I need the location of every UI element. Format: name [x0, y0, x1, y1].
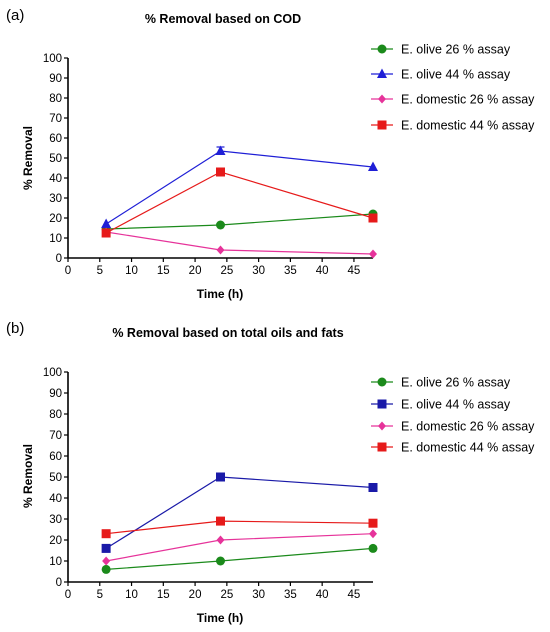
panel-b-xtick-label: 15: [157, 589, 170, 601]
panel-a-ytick-label: 100: [43, 53, 62, 65]
panel-a-ytick-label: 70: [49, 113, 62, 125]
panel-b-xtick-label: 45: [348, 589, 361, 601]
panel-b-series-point: [368, 483, 378, 492]
panel-b-legend-label: E. domestic 44 % assay: [401, 441, 535, 455]
panel-a-legend-marker: [378, 94, 386, 104]
panel-b-ytick-label: 50: [49, 472, 62, 484]
panel-a-ytick-label: 40: [49, 173, 62, 185]
panel-b-xtick-label: 10: [125, 589, 138, 601]
panel-a-series-point: [101, 218, 112, 228]
panel-b-ytick-label: 0: [56, 577, 62, 589]
panel-b-xlabel: Time (h): [197, 611, 243, 625]
panel-a-series-point: [368, 213, 378, 223]
panel-a-legend-marker: [377, 120, 387, 130]
panel-b-series-point: [216, 516, 225, 526]
panel-b-series-point: [368, 518, 378, 528]
panel-a-series-point: [216, 167, 225, 177]
panel-b-ytick-label: 100: [43, 367, 62, 379]
panel-a-legend-label: E. olive 26 % assay: [401, 43, 511, 57]
panel-b-series-point: [216, 472, 225, 482]
panel-a-xtick-label: 15: [157, 265, 170, 277]
panel-a-legend-label: E. domestic 44 % assay: [401, 119, 535, 133]
panel-b-legend-marker: [377, 377, 387, 387]
panel-b-legend-label: E. olive 44 % assay: [401, 398, 511, 412]
panel-a-xtick-label: 40: [316, 265, 329, 277]
panel-b-series-point: [101, 529, 111, 539]
panel-b-series-line: [106, 547, 374, 570]
panel-a-ytick-label: 60: [49, 133, 62, 145]
panel-b-ytick-label: 40: [49, 493, 62, 505]
panel-a-legend-marker: [377, 68, 387, 78]
panel-b-legend-marker: [377, 399, 387, 409]
panel-b-series-point: [216, 535, 225, 545]
panel-a-series-point: [216, 245, 225, 255]
panel-b-xtick-label: 25: [220, 589, 233, 601]
panel-b-ytick-label: 30: [49, 514, 62, 526]
panel-b-series-point: [369, 529, 377, 539]
panel-a-ylabel: % Removal: [21, 126, 35, 190]
panel-a-ytick-label: 30: [49, 193, 62, 205]
panel-b-ylabel: % Removal: [21, 444, 35, 508]
panel-b-legend-label: E. domestic 26 % assay: [401, 420, 535, 434]
panel-b-legend-label: E. olive 26 % assay: [401, 376, 511, 390]
panel-a-series-point: [101, 228, 111, 238]
panel-b-xtick-label: 20: [189, 589, 202, 601]
panel-a-plot: 0 10 20 30 40 50 60 70 80 90 100 0 5 10 15 20 25 30 35 40 45…: [43, 43, 535, 278]
panel-a-xtick-label: 35: [284, 265, 297, 277]
panel-a-letter: (a): [6, 7, 24, 24]
panel-a-legend-marker: [377, 44, 387, 54]
panel-a-title: % Removal based on COD: [145, 12, 301, 26]
panel-a-series-point: [369, 249, 377, 259]
panel-b-ytick-label: 80: [49, 409, 62, 421]
panel-b-series-line: [106, 533, 374, 562]
panel-b-xtick-label: 0: [65, 589, 71, 601]
panel-a-series-line: [106, 213, 374, 230]
panel-b-series-point: [368, 543, 378, 553]
panel-a-series-point: [215, 145, 226, 155]
panel-b-xtick-label: 5: [97, 589, 103, 601]
panel-a-xtick-label: 25: [220, 265, 233, 277]
panel-b-legend-marker: [378, 421, 386, 431]
panel-b-xtick-label: 30: [252, 589, 265, 601]
panel-b-letter: (b): [6, 320, 24, 337]
panel-a-xtick-label: 45: [348, 265, 361, 277]
panel-a-xtick-label: 20: [189, 265, 202, 277]
panel-a-ytick-label: 0: [56, 253, 62, 265]
panel-a-xlabel: Time (h): [197, 287, 243, 301]
panel-a-xtick-label: 30: [252, 265, 265, 277]
panel-a-ytick-label: 90: [49, 73, 62, 85]
panel-b-legend-marker: [377, 442, 387, 452]
panel-b-series-point: [216, 556, 225, 566]
panel-a-xtick-label: 10: [125, 265, 138, 277]
panel-a-ytick-label: 50: [49, 153, 62, 165]
panel-a-series-line: [106, 231, 374, 255]
panel-b-xtick-label: 40: [316, 589, 329, 601]
panel-b-series-point: [102, 556, 111, 566]
panel-b-series-line: [105, 476, 374, 549]
panel-a-series-line: [105, 150, 374, 225]
panel-a-series-point: [216, 220, 225, 230]
panel-a-ytick-label: 10: [49, 233, 62, 245]
panel-b-ytick-label: 70: [49, 430, 62, 442]
panel-b-title: % Removal based on total oils and fats: [112, 326, 343, 340]
panel-b-xtick-label: 35: [284, 589, 297, 601]
panel-a-legend-label: E. domestic 26 % assay: [401, 93, 535, 107]
panel-a-ytick-label: 20: [49, 213, 62, 225]
panel-a-xtick-label: 5: [97, 265, 103, 277]
panel-b-series-point: [101, 543, 111, 553]
panel-b-ytick-label: 60: [49, 451, 62, 463]
panel-b-ytick-label: 10: [49, 556, 62, 568]
panel-a-xtick-label: 0: [65, 265, 71, 277]
panel-a-series-point: [368, 161, 378, 171]
panel-b-ytick-label: 90: [49, 388, 62, 400]
panel-a-ytick-label: 80: [49, 93, 62, 105]
panel-b-ytick-label: 20: [49, 535, 62, 547]
panel-b-series-point: [101, 564, 111, 574]
panel-b-plot: 0 10 20 30 40 50 60 70 80 90 100 0 5 10 15 20 25 30 35 40 45…: [43, 367, 535, 601]
panel-a-legend-label: E. olive 44 % assay: [401, 68, 511, 82]
